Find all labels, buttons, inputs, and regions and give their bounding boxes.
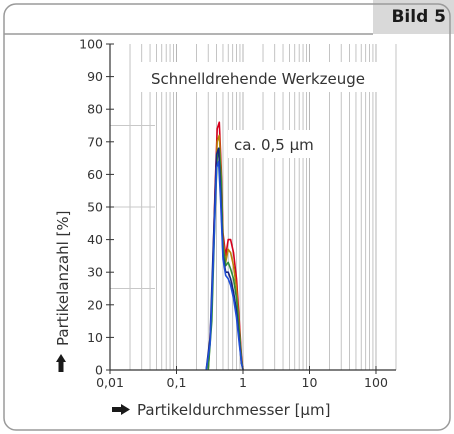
right-arrow-icon [121, 404, 130, 415]
x-axis-label-group: Partikeldurchmesser [µm] [112, 401, 330, 419]
series-layer [205, 121, 244, 371]
x-tick-label: 0,01 [96, 375, 124, 390]
x-tick-label: 100 [364, 375, 388, 390]
title-box [135, 62, 380, 92]
series-line [205, 160, 244, 371]
plot-area [110, 44, 396, 370]
chart-annotation: ca. 0,5 µm [234, 136, 314, 154]
y-tick-label: 80 [87, 102, 103, 117]
title-box-layer: Schnelldrehende Werkzeuge [135, 62, 380, 92]
up-arrow-icon-stem [58, 362, 64, 372]
plot-layer: Schnelldrehende Werkzeuge ca. 0,5 µm 010… [79, 37, 397, 390]
up-arrow-icon [56, 354, 66, 362]
annotation-layer: ca. 0,5 µm [228, 130, 328, 158]
grid-layer [109, 44, 397, 370]
y-axis-label: Partikelanzahl [%] [54, 211, 72, 347]
y-tick-label: 90 [87, 69, 103, 84]
y-axis-label-group: Partikelanzahl [%] [54, 211, 72, 372]
figure-label: Bild 5 [391, 7, 446, 27]
axis-layer: 0 10 20 30 40 50 60 70 80 90 100 0,01 0,1 1 10 100 [79, 37, 396, 390]
x-axis-label: Partikeldurchmesser [µm] [137, 401, 330, 419]
figure-label-badge: Bild 5 [373, 0, 454, 34]
y-tick-label: 30 [87, 265, 103, 280]
y-tick-label: 60 [87, 167, 103, 182]
x-tick-label: 1 [239, 375, 247, 390]
y-tick-label: 50 [87, 200, 103, 215]
chart-title: Schnelldrehende Werkzeuge [151, 70, 365, 88]
y-tick-label: 40 [87, 232, 103, 247]
y-tick-label: 20 [87, 297, 103, 312]
outer-frame [3, 3, 451, 431]
right-arrow-icon-stem [112, 407, 122, 412]
x-tick-label: 0,1 [167, 375, 187, 390]
y-tick-label: 0 [95, 363, 103, 378]
y-tick-label: 70 [87, 134, 103, 149]
annotation-box [228, 130, 328, 158]
y-tick-label: 10 [87, 330, 103, 345]
x-tick-label: 10 [302, 375, 318, 390]
y-tick-label: 100 [79, 37, 103, 52]
